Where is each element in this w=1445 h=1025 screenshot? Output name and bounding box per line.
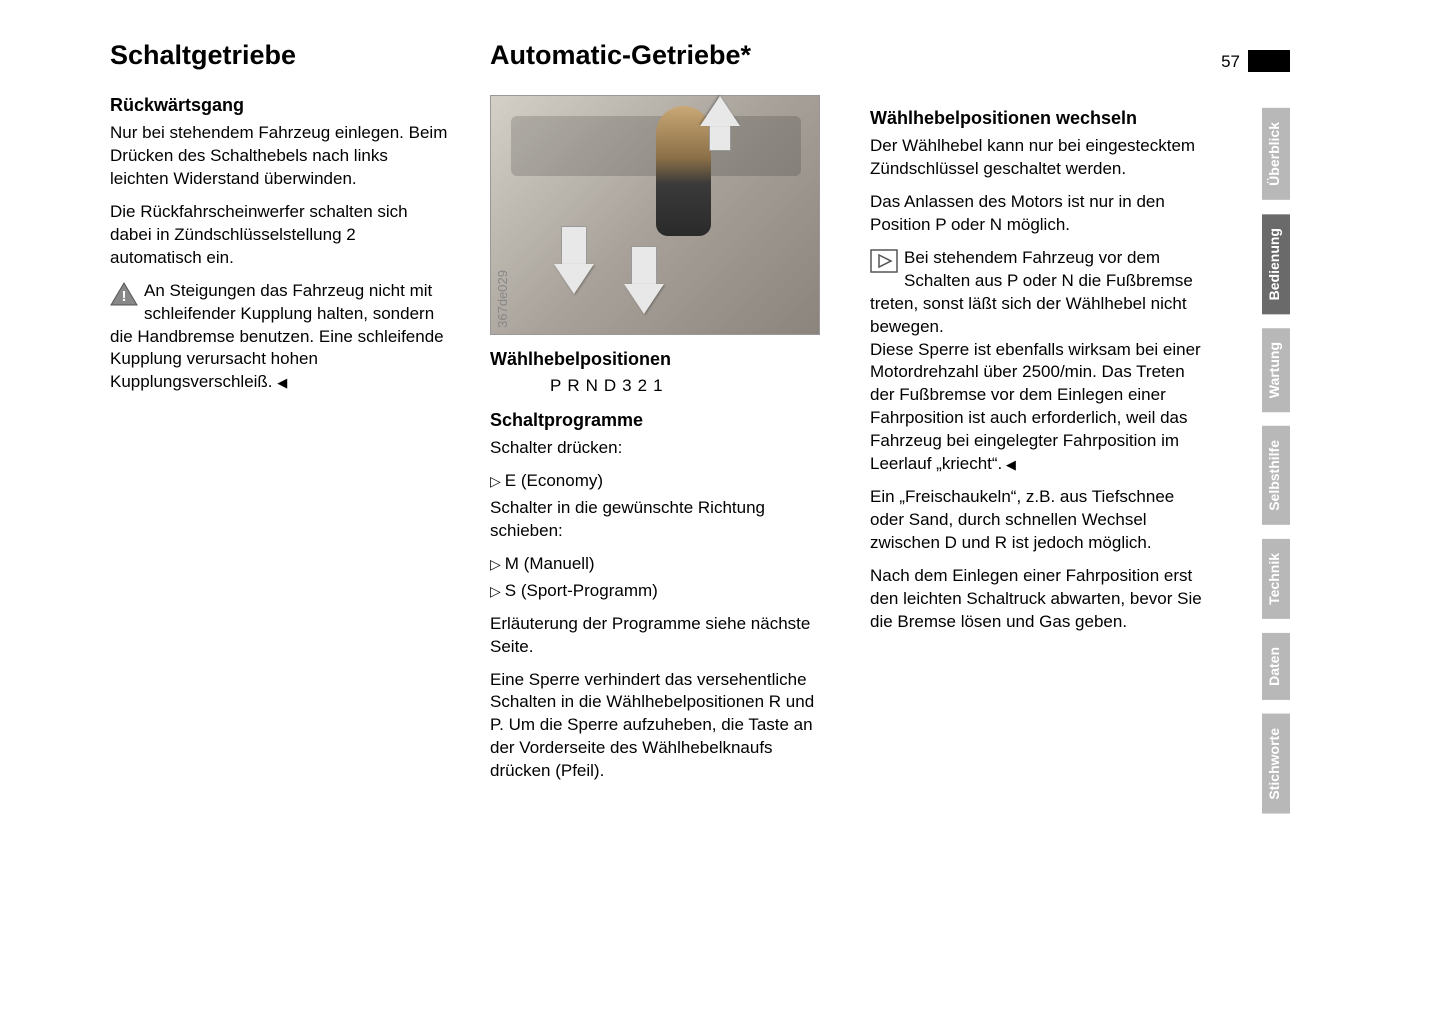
- item-sport: ▷S (Sport-Programm): [490, 580, 830, 603]
- svg-text:!: !: [122, 288, 127, 305]
- text-wechseln-2: Das Anlassen des Motors ist nur in den P…: [870, 191, 1210, 237]
- text-schieben: Schalter in die gewünschte Richtung schi…: [490, 497, 830, 543]
- text-note: Bei stehendem Fahrzeug vor dem Schalten …: [870, 247, 1210, 339]
- text-reverse-1: Nur bei stehendem Fahrzeug einlegen. Bei…: [110, 122, 450, 191]
- item-sport-label: S (Sport-Programm): [505, 581, 658, 600]
- tab-selbsthilfe[interactable]: Selbsthilfe: [1262, 426, 1290, 525]
- item-economy-label: E (Economy): [505, 471, 603, 490]
- heading-schaltgetriebe: Schaltgetriebe: [110, 40, 450, 71]
- text-wechseln-1: Der Wählhebel kann nur bei eingesteck­te…: [870, 135, 1210, 181]
- text-sperre: Eine Sperre verhindert das versehent­lic…: [490, 669, 830, 784]
- figure-arrow-stem-1: [561, 226, 587, 266]
- figure-arrow-1: [554, 264, 594, 294]
- figure-arrow-stem-2: [631, 246, 657, 286]
- text-reverse-2: Die Rückfahrscheinwerfer schalten sich d…: [110, 201, 450, 270]
- text-warning: ! An Steigungen das Fahrzeug nicht mit s…: [110, 280, 450, 395]
- text-erlaeuterung: Erläuterung der Programme siehe nächste …: [490, 613, 830, 659]
- note-icon: [870, 249, 898, 280]
- text-positions: PRND321: [550, 376, 830, 396]
- page-number: 57: [1221, 52, 1240, 72]
- page-content: Schaltgetriebe Rückwärtsgang Nur bei ste…: [0, 0, 1445, 833]
- text-freischaukeln: Ein „Freischaukeln“, z.B. aus Tief­schne…: [870, 486, 1210, 555]
- heading-ruckwartsgang: Rückwärtsgang: [110, 95, 450, 116]
- item-economy: ▷E (Economy): [490, 470, 830, 493]
- column-3: Wählhebelpositionen wechseln Der Wählheb…: [870, 40, 1210, 793]
- tab-bedienung[interactable]: Bedienung: [1262, 214, 1290, 314]
- text-druecken: Schalter drücken:: [490, 437, 830, 460]
- column-2: Automatic-Getriebe* 367de029 Wählhebelpo…: [490, 40, 830, 793]
- tab-stichworte[interactable]: Stichworte: [1262, 714, 1290, 814]
- figure-arrow-3: [700, 96, 740, 126]
- heading-wechseln: Wählhebelpositionen wechseln: [870, 108, 1210, 129]
- heading-automatic: Automatic-Getriebe*: [490, 40, 830, 71]
- page-number-bar: [1248, 50, 1290, 72]
- tab-daten[interactable]: Daten: [1262, 633, 1290, 700]
- note-text: Bei stehendem Fahrzeug vor dem Schalten …: [870, 248, 1193, 336]
- tab-uberblick[interactable]: Überblick: [1262, 108, 1290, 200]
- tab-technik[interactable]: Technik: [1262, 539, 1290, 619]
- figure-arrow-2: [624, 284, 664, 314]
- text-note-2: Diese Sperre ist ebenfalls wirksam bei e…: [870, 339, 1210, 477]
- column-1: Schaltgetriebe Rückwärtsgang Nur bei ste…: [110, 40, 450, 793]
- heading-positions: Wählhebelpositionen: [490, 349, 830, 370]
- text-schaltruck: Nach dem Einlegen einer Fahrposition ers…: [870, 565, 1210, 634]
- item-manuell: ▷M (Manuell): [490, 553, 830, 576]
- heading-schaltprogramme: Schaltprogramme: [490, 410, 830, 431]
- figure-gear-selector: 367de029: [490, 95, 820, 335]
- warning-icon: !: [110, 282, 138, 313]
- figure-label: 367de029: [495, 270, 510, 328]
- warning-text: An Steigungen das Fahrzeug nicht mit sch…: [110, 281, 444, 392]
- side-tabs: Überblick Bedienung Wartung Selbsthilfe …: [1262, 108, 1290, 814]
- item-manuell-label: M (Manuell): [505, 554, 595, 573]
- tab-wartung[interactable]: Wartung: [1262, 328, 1290, 412]
